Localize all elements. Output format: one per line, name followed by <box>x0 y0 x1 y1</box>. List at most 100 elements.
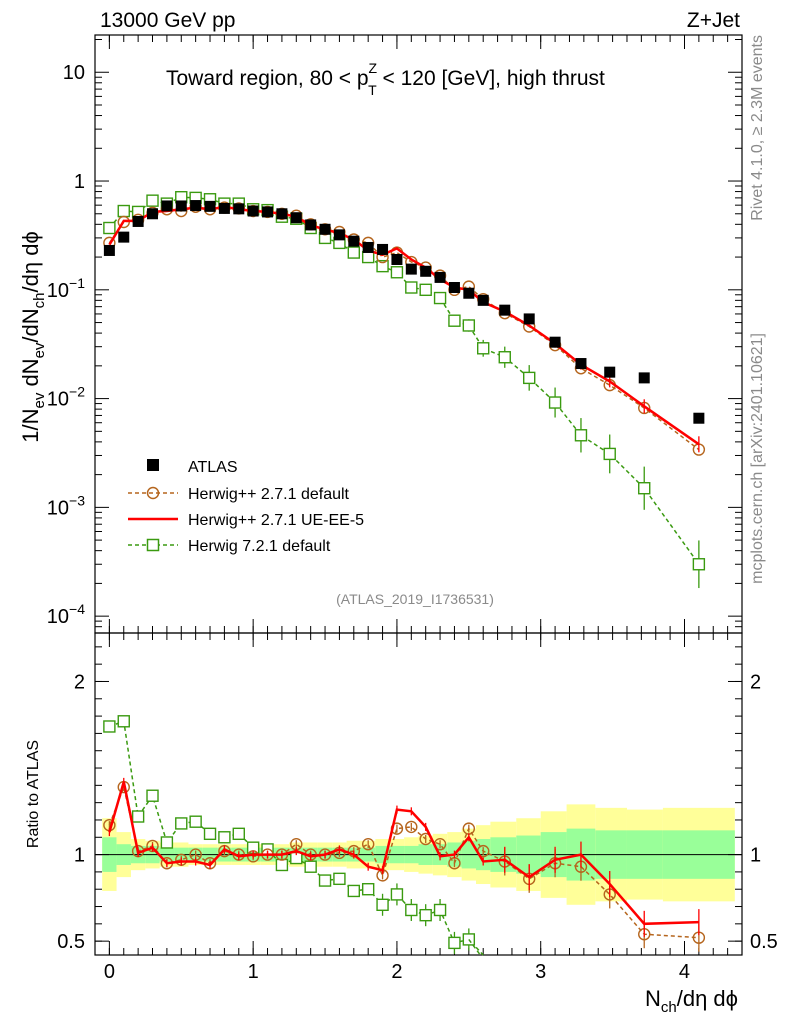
h721-ratio-point <box>333 872 346 886</box>
legend-atlas-marker <box>147 459 159 471</box>
h721-ratio-point <box>275 858 289 872</box>
h721-ratio-point <box>304 860 317 873</box>
h721-ratio-point <box>347 884 360 898</box>
ratio-ytick-label-right-1: 1 <box>750 845 761 867</box>
xtick-label-1: 1 <box>248 961 259 983</box>
ratio-plot-frame <box>94 632 743 956</box>
atlas-data-point <box>118 231 130 243</box>
atlas-data-point <box>448 282 460 294</box>
h271ue-ratio-line <box>108 781 699 926</box>
legend-h721-label: Herwig 7.2.1 default <box>188 538 331 555</box>
atlas-data-point <box>575 358 587 370</box>
h721-main-point <box>574 429 588 442</box>
legend-h271def-label: Herwig++ 2.7.1 default <box>188 486 350 503</box>
h721-ratio-point <box>218 831 231 844</box>
h721-ratio-point <box>376 898 389 911</box>
mcplots-reference-label: mcplots.cern.ch [arXiv:2401.10621] <box>749 333 766 584</box>
h271def-main-line <box>108 206 700 451</box>
h721-main-point <box>462 319 476 332</box>
ratio-herwig-2-7-1-ue-ee-5 <box>108 777 700 937</box>
atlas-data-point <box>305 219 317 231</box>
main-ytick-label-3: 10−2 <box>47 384 85 411</box>
h721-ratio-point <box>433 903 447 917</box>
ratio-y-axis-label: Ratio to ATLAS <box>25 740 42 848</box>
plot-title: Toward region, 80 < pZ T < 120 [GeV], hig… <box>166 60 605 98</box>
h721-main-point <box>117 204 130 218</box>
atlas-data-point <box>204 200 216 212</box>
atlas-data-point <box>549 336 561 348</box>
h721-main-point <box>548 396 562 409</box>
ratio-ytick-label-left-0: 2 <box>74 671 85 693</box>
h271def-ratio-point <box>361 838 375 851</box>
main-ytick-label-2: 10−1 <box>47 275 85 302</box>
atlas-data-point <box>262 206 274 218</box>
h721-main-point <box>390 266 404 279</box>
atlas-data-point <box>147 208 159 220</box>
atlas-data-point <box>218 202 230 214</box>
h721-main-point <box>477 342 490 355</box>
atlas-data-point <box>362 241 374 253</box>
ratio-ytick-label-right-0: 2 <box>750 671 761 693</box>
atlas-data-point <box>420 265 432 277</box>
h721-main-point <box>603 447 616 461</box>
h721-main-point <box>361 250 375 264</box>
h721-ratio-point <box>189 815 202 828</box>
atlas-data-point <box>175 200 187 212</box>
h721-main-point <box>692 558 706 571</box>
ratio-ytick-label-right-2: 0.5 <box>750 931 778 953</box>
atlas-data-point <box>276 208 288 220</box>
h721-ratio-point <box>405 903 418 917</box>
h721-main-point <box>523 371 536 385</box>
legend-atlas-label: ATLAS <box>188 459 238 476</box>
h721-ratio-point <box>232 827 245 841</box>
atlas-data-point <box>247 205 259 217</box>
h721-main-point <box>405 281 418 294</box>
atlas-data-point <box>391 253 403 265</box>
main-y-axis-label: 1/Nev dNev/dNch/dη dϕ <box>18 231 48 443</box>
legend-h721-marker <box>146 538 160 552</box>
h721-ratio-point <box>160 836 174 849</box>
h721-main-point <box>347 246 360 259</box>
main-ytick-label-5: 10−4 <box>47 601 85 628</box>
series-atlas-data <box>103 200 705 424</box>
h721-main-point <box>433 291 447 305</box>
h721-ratio-point <box>419 908 432 922</box>
atlas-data-point <box>499 304 511 316</box>
h721-ratio-point <box>203 827 217 841</box>
atlas-data-point <box>132 215 144 227</box>
ratio-herwig-7-2-1-default <box>103 715 484 956</box>
h721-ratio-point <box>390 888 404 901</box>
h721-main-point <box>103 221 116 235</box>
h721-main-point <box>638 482 651 495</box>
atlas-data-point <box>693 412 705 424</box>
legend-h271def-marker <box>146 486 160 500</box>
x-axis-label: Nch/dη dϕ <box>645 986 738 1016</box>
atlas-data-point <box>604 366 616 378</box>
xtick-label-2: 2 <box>391 961 402 983</box>
xtick-label-0: 0 <box>104 961 115 983</box>
h271ue-main-line <box>108 205 700 446</box>
h721-main-point <box>448 314 461 327</box>
h721-main-point <box>146 194 159 207</box>
atlas-data-point <box>190 200 202 212</box>
main-ytick-label-0: 10 <box>63 62 85 84</box>
axis-ticks <box>94 35 743 955</box>
atlas-data-point <box>333 229 345 241</box>
atlas-data-point <box>348 235 360 247</box>
atlas-data-point <box>319 223 331 235</box>
process-label: Z+Jet <box>687 9 740 32</box>
atlas-data-point <box>405 263 417 275</box>
main-ytick-label-4: 10−3 <box>47 492 85 519</box>
main-ytick-label-1: 1 <box>74 171 85 193</box>
atlas-data-point <box>233 203 245 215</box>
atlas-data-point <box>103 244 115 256</box>
atlas-data-point <box>638 372 650 384</box>
h721-main-point <box>419 283 432 297</box>
legend-h271ue-label: Herwig++ 2.7.1 UE-EE-5 <box>188 512 364 529</box>
atlas-data-point <box>463 287 475 299</box>
h721-ratio-point <box>361 883 375 896</box>
h721-main-point <box>498 351 511 364</box>
xtick-label-3: 3 <box>535 961 546 983</box>
h721-ratio-point <box>131 810 145 823</box>
h721-main-point <box>376 259 389 273</box>
